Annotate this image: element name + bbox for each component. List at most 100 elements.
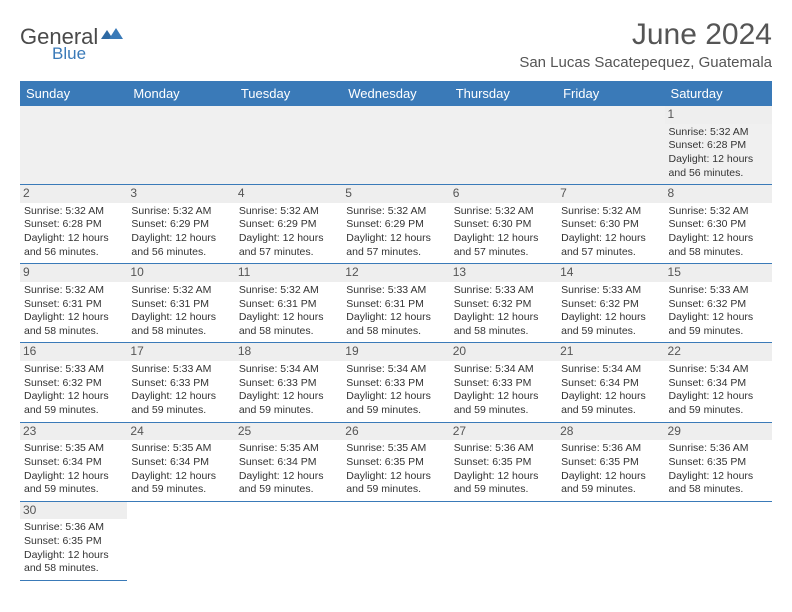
day-details: Sunrise: 5:32 AMSunset: 6:29 PMDaylight:… (239, 205, 338, 260)
calendar-day-cell (127, 501, 234, 580)
day-details: Sunrise: 5:33 AMSunset: 6:32 PMDaylight:… (454, 284, 553, 339)
calendar-day-cell (557, 106, 664, 185)
calendar-day-cell: 8Sunrise: 5:32 AMSunset: 6:30 PMDaylight… (665, 185, 772, 264)
day-number: 15 (665, 264, 772, 282)
day-number: 17 (127, 343, 234, 361)
day-number: 27 (450, 423, 557, 441)
day-details: Sunrise: 5:32 AMSunset: 6:28 PMDaylight:… (669, 126, 768, 181)
calendar-day-cell (20, 106, 127, 185)
title-block: June 2024 San Lucas Sacatepequez, Guatem… (519, 18, 772, 71)
day-details: Sunrise: 5:34 AMSunset: 6:33 PMDaylight:… (454, 363, 553, 418)
calendar-day-cell: 26Sunrise: 5:35 AMSunset: 6:35 PMDayligh… (342, 422, 449, 501)
day-number: 12 (342, 264, 449, 282)
day-details: Sunrise: 5:32 AMSunset: 6:30 PMDaylight:… (454, 205, 553, 260)
weekday-header: Sunday (20, 81, 127, 106)
day-number: 13 (450, 264, 557, 282)
calendar-day-cell: 12 Sunrise: 5:33 AMSunset: 6:31 PMDayligh… (342, 264, 449, 343)
day-details: Sunrise: 5:36 AMSunset: 6:35 PMDaylight:… (454, 442, 553, 497)
day-details: Sunrise: 5:33 AMSunset: 6:33 PMDaylight:… (131, 363, 230, 418)
day-number: 29 (665, 423, 772, 441)
calendar-week-row: 23Sunrise: 5:35 AMSunset: 6:34 PMDayligh… (20, 422, 772, 501)
day-number: 18 (235, 343, 342, 361)
day-details: Sunrise: 5:34 AMSunset: 6:33 PMDaylight:… (346, 363, 445, 418)
day-number: 14 (557, 264, 664, 282)
flag-icon (100, 27, 126, 47)
day-details: Sunrise: 5:33 AMSunset: 6:32 PMDaylight:… (669, 284, 768, 339)
day-details: Sunrise: 5:33 AMSunset: 6:31 PMDaylight:… (346, 284, 445, 339)
day-number: 30 (20, 502, 127, 520)
calendar-day-cell: 5Sunrise: 5:32 AMSunset: 6:29 PMDaylight… (342, 185, 449, 264)
day-details: Sunrise: 5:33 AMSunset: 6:32 PMDaylight:… (24, 363, 123, 418)
day-details: Sunrise: 5:34 AMSunset: 6:34 PMDaylight:… (561, 363, 660, 418)
location: San Lucas Sacatepequez, Guatemala (519, 54, 772, 71)
calendar-week-row: 16 Sunrise: 5:33 AMSunset: 6:32 PMDayligh… (20, 343, 772, 422)
calendar-week-row: 1 Sunrise: 5:32 AMSunset: 6:28 PMDaylight… (20, 106, 772, 185)
day-details: Sunrise: 5:35 AMSunset: 6:34 PMDaylight:… (239, 442, 338, 497)
calendar-day-cell: 9 Sunrise: 5:32 AMSunset: 6:31 PMDaylight… (20, 264, 127, 343)
day-details: Sunrise: 5:32 AMSunset: 6:31 PMDaylight:… (24, 284, 123, 339)
calendar-day-cell: 25Sunrise: 5:35 AMSunset: 6:34 PMDayligh… (235, 422, 342, 501)
calendar-day-cell: 17 Sunrise: 5:33 AMSunset: 6:33 PMDayligh… (127, 343, 234, 422)
calendar-day-cell: 23Sunrise: 5:35 AMSunset: 6:34 PMDayligh… (20, 422, 127, 501)
day-number: 21 (557, 343, 664, 361)
calendar-day-cell: 30Sunrise: 5:36 AMSunset: 6:35 PMDayligh… (20, 501, 127, 580)
weekday-header: Thursday (450, 81, 557, 106)
calendar-day-cell: 28Sunrise: 5:36 AMSunset: 6:35 PMDayligh… (557, 422, 664, 501)
day-number: 4 (235, 185, 342, 203)
weekday-header: Monday (127, 81, 234, 106)
calendar-week-row: 9Sunrise: 5:32 AMSunset: 6:31 PMDaylight… (20, 264, 772, 343)
day-number: 24 (127, 423, 234, 441)
calendar-day-cell (665, 501, 772, 580)
calendar-day-cell: 11 Sunrise: 5:32 AMSunset: 6:31 PMDayligh… (235, 264, 342, 343)
calendar-day-cell (342, 501, 449, 580)
day-details: Sunrise: 5:35 AMSunset: 6:34 PMDaylight:… (131, 442, 230, 497)
day-number: 1 (665, 106, 772, 124)
calendar-day-cell: 20 Sunrise: 5:34 AMSunset: 6:33 PMDayligh… (450, 343, 557, 422)
calendar-week-row: 2Sunrise: 5:32 AMSunset: 6:28 PMDaylight… (20, 185, 772, 264)
calendar-day-cell: 27Sunrise: 5:36 AMSunset: 6:35 PMDayligh… (450, 422, 557, 501)
weekday-header: Friday (557, 81, 664, 106)
day-details: Sunrise: 5:32 AMSunset: 6:30 PMDaylight:… (561, 205, 660, 260)
day-details: Sunrise: 5:35 AMSunset: 6:35 PMDaylight:… (346, 442, 445, 497)
calendar-day-cell (127, 106, 234, 185)
day-number: 3 (127, 185, 234, 203)
calendar-day-cell: 19 Sunrise: 5:34 AMSunset: 6:33 PMDayligh… (342, 343, 449, 422)
calendar-day-cell: 14Sunrise: 5:33 AMSunset: 6:32 PMDayligh… (557, 264, 664, 343)
day-number: 5 (342, 185, 449, 203)
day-number: 10 (127, 264, 234, 282)
day-number: 20 (450, 343, 557, 361)
calendar-day-cell: 2Sunrise: 5:32 AMSunset: 6:28 PMDaylight… (20, 185, 127, 264)
day-number: 9 (20, 264, 127, 282)
day-number: 22 (665, 343, 772, 361)
day-details: Sunrise: 5:32 AMSunset: 6:31 PMDaylight:… (131, 284, 230, 339)
weekday-header: Saturday (665, 81, 772, 106)
day-number: 11 (235, 264, 342, 282)
calendar-body: 1 Sunrise: 5:32 AMSunset: 6:28 PMDaylight… (20, 106, 772, 580)
calendar-day-cell: 21 Sunrise: 5:34 AMSunset: 6:34 PMDayligh… (557, 343, 664, 422)
day-details: Sunrise: 5:35 AMSunset: 6:34 PMDaylight:… (24, 442, 123, 497)
calendar-day-cell: 18Sunrise: 5:34 AMSunset: 6:33 PMDayligh… (235, 343, 342, 422)
calendar-day-cell: 22 Sunrise: 5:34 AMSunset: 6:34 PMDayligh… (665, 343, 772, 422)
day-details: Sunrise: 5:34 AMSunset: 6:34 PMDaylight:… (669, 363, 768, 418)
calendar-day-cell: 4 Sunrise: 5:32 AMSunset: 6:29 PMDaylight… (235, 185, 342, 264)
calendar-day-cell (450, 501, 557, 580)
calendar-day-cell (342, 106, 449, 185)
month-title: June 2024 (519, 18, 772, 52)
calendar-day-cell: 7Sunrise: 5:32 AMSunset: 6:30 PMDaylight… (557, 185, 664, 264)
calendar-day-cell: 6Sunrise: 5:32 AMSunset: 6:30 PMDaylight… (450, 185, 557, 264)
day-number: 28 (557, 423, 664, 441)
calendar-day-cell (450, 106, 557, 185)
calendar-day-cell: 1 Sunrise: 5:32 AMSunset: 6:28 PMDaylight… (665, 106, 772, 185)
calendar-day-cell: 15 Sunrise: 5:33 AMSunset: 6:32 PMDayligh… (665, 264, 772, 343)
day-number: 25 (235, 423, 342, 441)
day-details: Sunrise: 5:32 AMSunset: 6:31 PMDaylight:… (239, 284, 338, 339)
day-number: 16 (20, 343, 127, 361)
weekday-header: Wednesday (342, 81, 449, 106)
calendar-day-cell: 13 Sunrise: 5:33 AMSunset: 6:32 PMDayligh… (450, 264, 557, 343)
day-details: Sunrise: 5:32 AMSunset: 6:28 PMDaylight:… (24, 205, 123, 260)
day-number: 19 (342, 343, 449, 361)
calendar-header-row: SundayMondayTuesdayWednesdayThursdayFrid… (20, 81, 772, 106)
calendar-day-cell: 24Sunrise: 5:35 AMSunset: 6:34 PMDayligh… (127, 422, 234, 501)
calendar-table: SundayMondayTuesdayWednesdayThursdayFrid… (20, 81, 772, 581)
day-details: Sunrise: 5:36 AMSunset: 6:35 PMDaylight:… (669, 442, 768, 497)
